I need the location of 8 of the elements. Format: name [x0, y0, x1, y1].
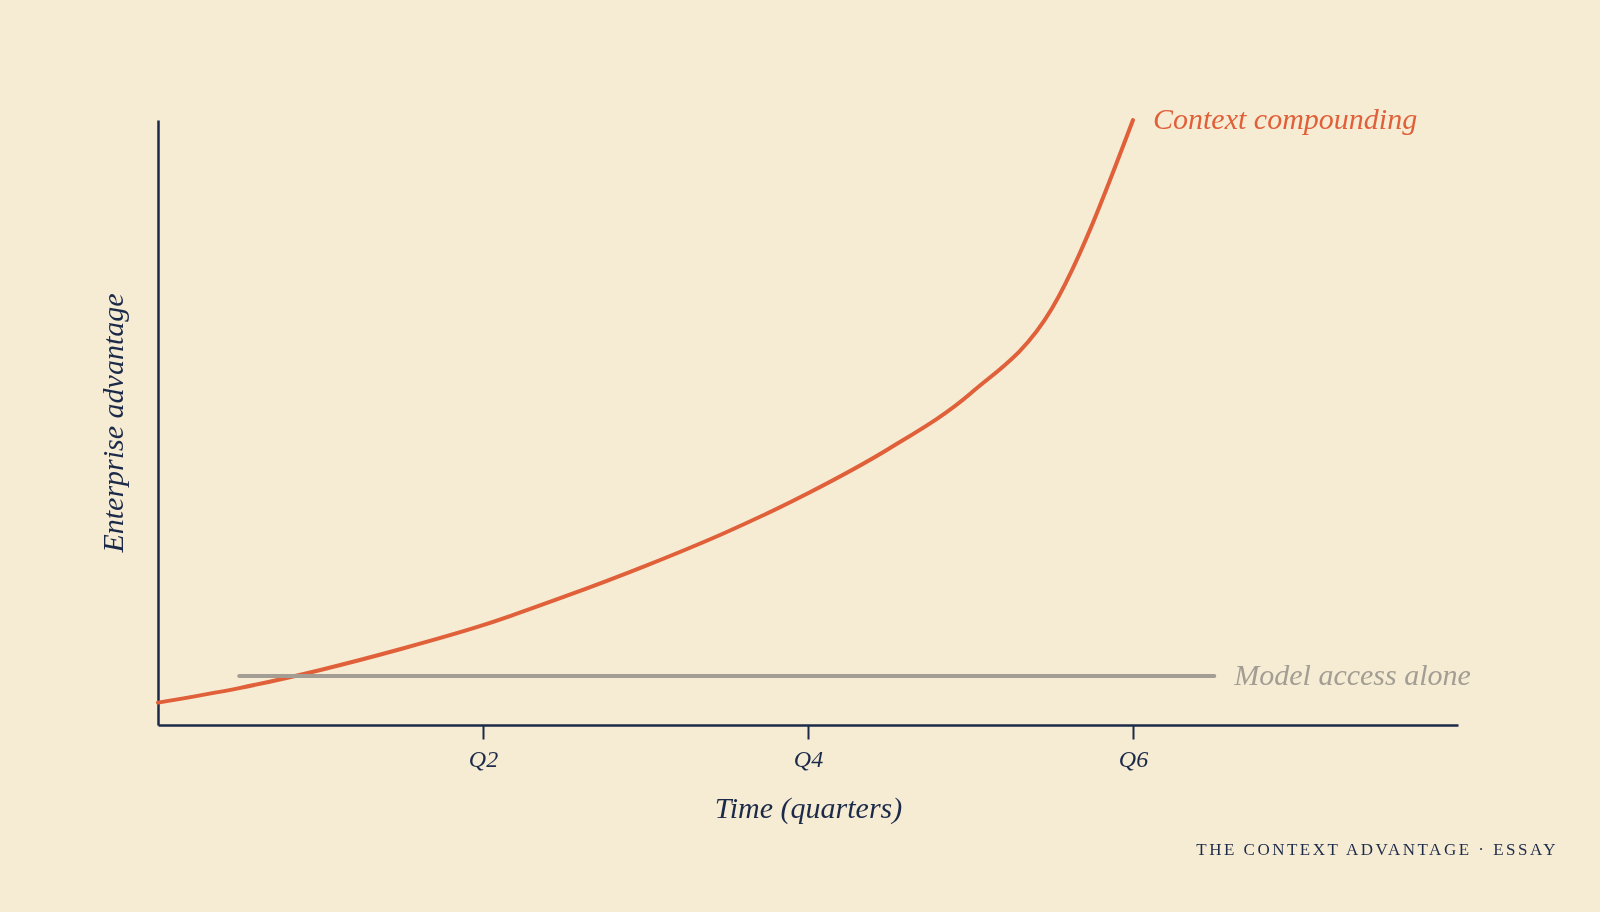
x-tick-label: Q2	[468, 745, 499, 772]
x-tick-label: Q4	[793, 745, 824, 772]
series-label: Model access alone	[1233, 657, 1471, 691]
text: THE CONTEXT ADVANTAGE · ESSAY	[1196, 840, 1558, 860]
series-label: Context compounding	[1153, 102, 1418, 135]
y-axis-title: Enterprise advantage	[95, 293, 129, 554]
x-axis-title: Time (quarters)	[714, 790, 903, 825]
x-tick-label: Q6	[1118, 745, 1149, 772]
